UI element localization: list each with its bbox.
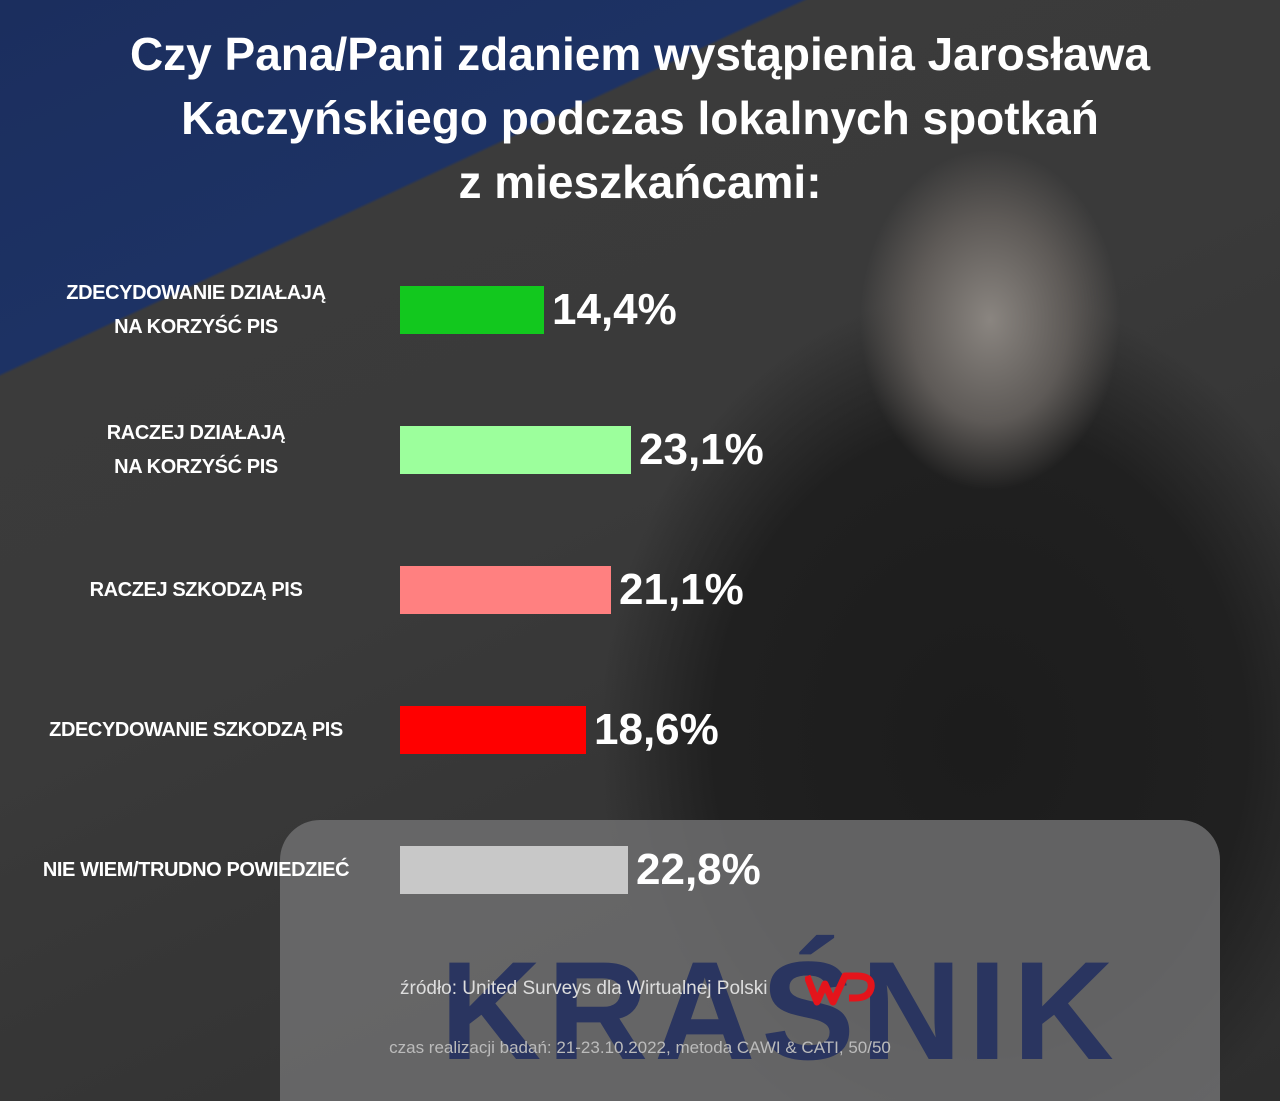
bar xyxy=(400,286,544,334)
footnote: czas realizacji badań: 21-23.10.2022, me… xyxy=(389,1038,891,1057)
value-label: 14,4% xyxy=(552,285,677,334)
value-label: 18,6% xyxy=(594,705,719,754)
bar xyxy=(400,566,611,614)
bar xyxy=(400,706,586,754)
bar xyxy=(400,846,628,894)
category-label: RACZEJ DZIAŁAJĄ NA KORZYŚĆ PIS xyxy=(106,422,286,478)
category-label: ZDECYDOWANIE SZKODZĄ PIS xyxy=(49,719,343,741)
category-label: NIE WIEM/TRUDNO POWIEDZIEĆ xyxy=(42,859,350,881)
source: źródło: United Surveys dla Wirtualnej Po… xyxy=(400,978,768,999)
category-label: ZDECYDOWANIE DZIAŁAJĄ NA KORZYŚĆ PIS xyxy=(66,282,326,338)
value-label: 23,1% xyxy=(639,425,764,474)
chart-title: Czy Pana/Pani zdaniem wystąpienia Jarosł… xyxy=(129,28,1151,208)
bar xyxy=(400,426,631,474)
value-label: 21,1% xyxy=(619,565,744,614)
category-label: RACZEJ SZKODZĄ PIS xyxy=(89,579,303,601)
value-label: 22,8% xyxy=(636,845,761,894)
logo xyxy=(805,972,875,1006)
podium-decoration: KRAŚNIK xyxy=(440,932,1120,1089)
